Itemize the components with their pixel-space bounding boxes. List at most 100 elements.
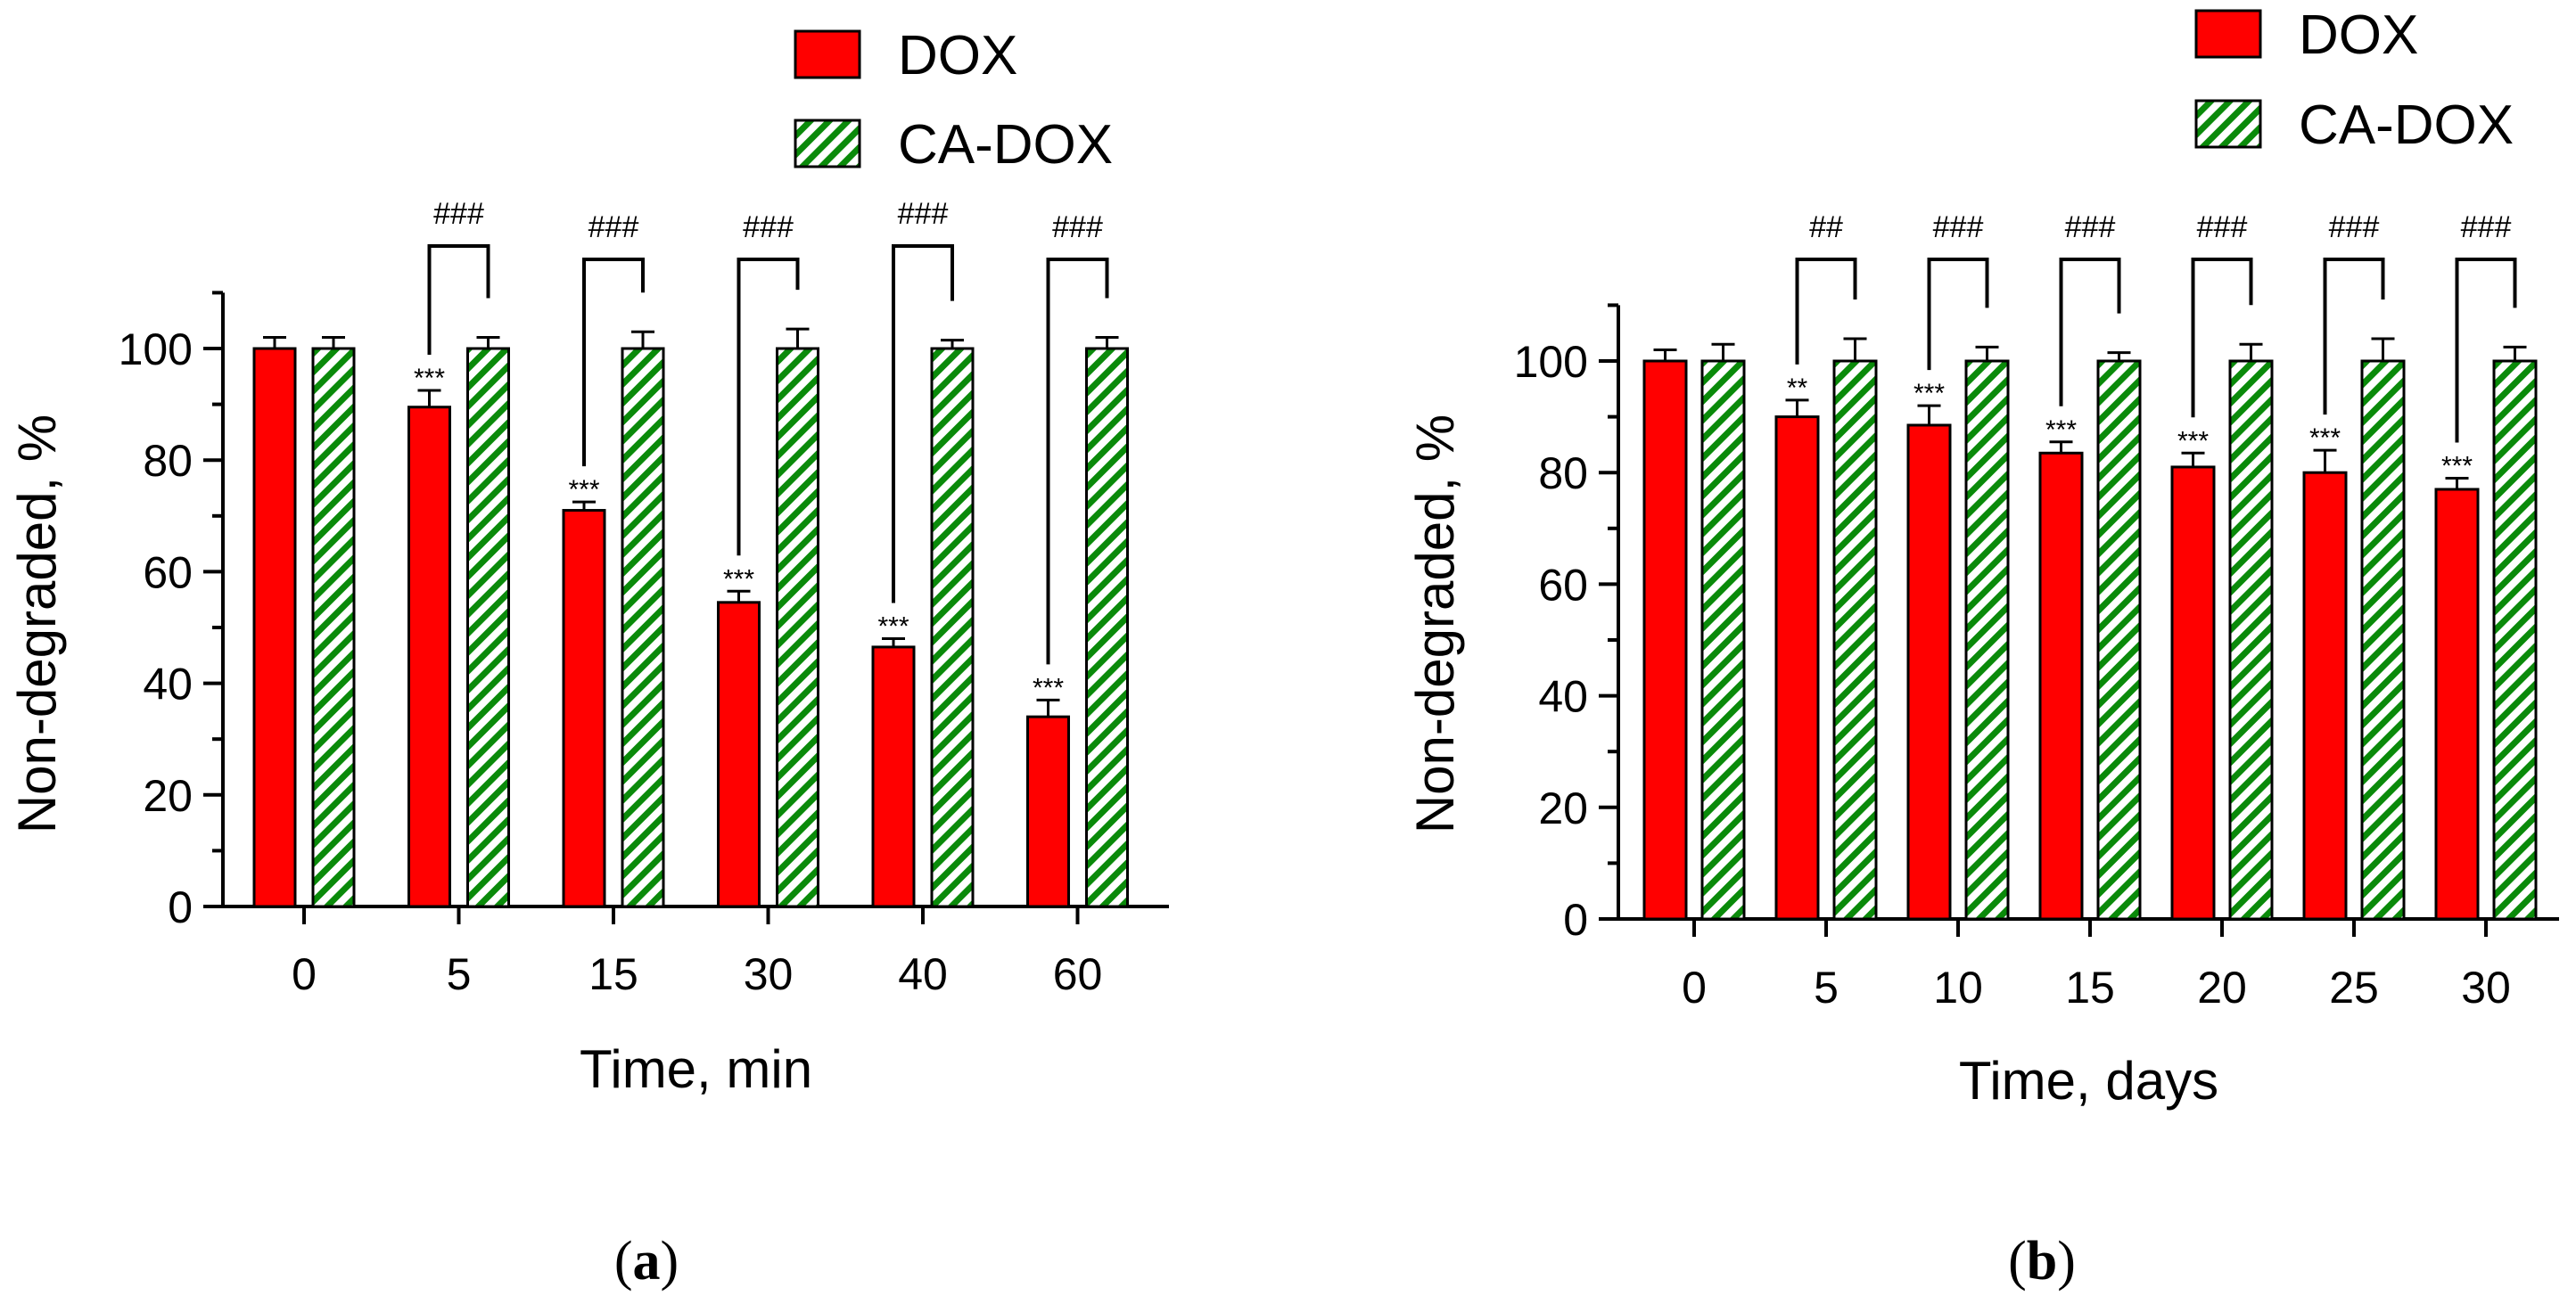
panel-b-bar-dox — [2302, 471, 2348, 921]
panel-b-bar-ca-dox — [1832, 359, 1878, 921]
panel-a-significance-stars: *** — [414, 364, 445, 393]
panel-b-x-tick-label: 30 — [2461, 963, 2511, 1013]
panel-a-x-axis-title: Time, min — [580, 1039, 812, 1099]
panel-b-y-tick-label: 100 — [1514, 337, 1588, 387]
panel-b-bar-dox — [2170, 465, 2216, 921]
panel-a-x-tick-label: 15 — [588, 949, 638, 999]
panel-b-x-tick-label: 0 — [1682, 963, 1707, 1013]
panel-a-legend-swatch-ca-dox — [794, 119, 861, 168]
panel-a-chart: 0 20 40 60 80 100 Non-degraded, % 0 5 *** ### 15 ***… — [7, 25, 1169, 1292]
panel-a-significance-hashes: ### — [588, 210, 639, 244]
panel-b-significance-hashes: ### — [2065, 210, 2116, 244]
panel-a-bar-ca-dox — [311, 347, 356, 908]
panel-a-y-tick-label: 0 — [168, 882, 193, 932]
panel-b-panel-label: (b) — [2008, 1231, 2076, 1292]
panel-b-significance-hashes: ### — [2197, 210, 2248, 244]
panel-a-significance-hashes: ### — [898, 197, 949, 231]
panel-b-significance-stars: ** — [1787, 373, 1808, 403]
panel-a-bar-ca-dox — [776, 347, 819, 908]
panel-b-x-axis-title: Time, days — [1959, 1051, 2218, 1111]
panel-b-significance-bracket — [2059, 258, 2121, 406]
panel-b-significance-stars: *** — [2441, 451, 2473, 480]
panel-b-bar-dox — [1774, 415, 1820, 921]
panel-a-significance-stars: *** — [723, 564, 754, 594]
panel-a-significance-hashes: ### — [1052, 210, 1103, 244]
panel-b-legend-swatch-dox — [2194, 9, 2262, 59]
panel-a-bar-ca-dox — [621, 347, 665, 908]
panel-b-y-tick-label: 20 — [1538, 783, 1588, 833]
panel-b-significance-bracket — [2455, 258, 2517, 443]
panel-a-bar-dox — [562, 509, 606, 908]
panel-a-legend-label-ca-dox: CA-DOX — [898, 114, 1113, 176]
panel-a-significance-stars: *** — [1033, 673, 1064, 702]
panel-b-bar-ca-dox — [2492, 359, 2538, 921]
panel-b-legend-label-dox: DOX — [2299, 4, 2418, 66]
panel-b-legend-swatch-ca-dox — [2194, 99, 2262, 149]
panel-b-bar-ca-dox — [2360, 359, 2406, 921]
panel-b-significance-hashes: ### — [2329, 210, 2380, 244]
panel-b-x-tick-label: 5 — [1814, 963, 1839, 1013]
panel-b-significance-stars: *** — [1913, 379, 1945, 408]
panel-b-bar-ca-dox — [1700, 359, 1746, 921]
panel-b-significance-stars: *** — [2177, 426, 2209, 455]
panel-b-significance-bracket — [1795, 258, 1857, 365]
panel-a-bar-ca-dox — [466, 347, 510, 908]
panel-a-significance-stars: *** — [568, 475, 599, 504]
panel-b-significance-hashes: ### — [2461, 210, 2512, 244]
panel-b-bar-dox — [1642, 359, 1688, 921]
panel-a-significance-bracket — [1046, 258, 1109, 665]
panel-a-bar-dox — [717, 601, 761, 908]
panel-a-significance-stars: *** — [877, 612, 909, 642]
panel-b-significance-hashes: ### — [1933, 210, 1984, 244]
panel-b-bar-ca-dox — [2096, 359, 2142, 921]
panel-b-significance-stars: *** — [2309, 423, 2341, 453]
panel-a-y-tick-label: 100 — [119, 324, 193, 374]
panel-a-legend-label-dox: DOX — [898, 25, 1017, 86]
panel-a-bar-dox — [1026, 715, 1070, 908]
panel-b-y-axis-title: Non-degraded, % — [1405, 414, 1465, 833]
panel-b-significance-bracket — [2191, 258, 2253, 418]
panel-b-bar-dox — [1906, 423, 1952, 921]
panel-a-bar-dox — [252, 347, 297, 908]
panel-a-bar-dox — [871, 645, 916, 908]
panel-b-bar-ca-dox — [1964, 359, 2010, 921]
panel-b-significance-bracket — [2323, 258, 2385, 415]
panel-a-bar-ca-dox — [1085, 347, 1129, 908]
panel-b-legend-label-ca-dox: CA-DOX — [2299, 94, 2514, 156]
panel-a-y-tick-label: 40 — [143, 660, 193, 710]
panel-a-x-tick-label: 40 — [898, 949, 948, 999]
panel-b-bar-dox — [2038, 451, 2084, 921]
panel-a-bar-dox — [407, 406, 451, 908]
panel-b-x-tick-label: 20 — [2197, 963, 2247, 1013]
panel-b-bar-ca-dox — [2228, 359, 2274, 921]
panel-b-x-tick-label: 10 — [1933, 963, 1983, 1013]
panel-b-significance-bracket — [1927, 258, 1989, 371]
panel-a-x-tick-label: 5 — [447, 949, 472, 999]
panel-a-significance-hashes: ### — [743, 210, 794, 244]
panel-a-panel-label: (a) — [614, 1231, 679, 1292]
panel-b-y-tick-label: 60 — [1538, 560, 1588, 610]
panel-a-significance-bracket — [737, 258, 800, 556]
panel-b-significance-hashes: ## — [1809, 210, 1843, 244]
panel-a-y-tick-label: 20 — [143, 771, 193, 821]
panel-b-significance-stars: *** — [2045, 415, 2077, 445]
panel-b-legend: DOX CA-DOX — [2194, 4, 2514, 156]
panel-a-legend: DOX CA-DOX — [794, 25, 1113, 176]
panel-a-bar-ca-dox — [930, 347, 975, 908]
panel-b-chart: 0 20 40 60 80 100 Non-degraded, % 0 5 ** ## 10 *** ##… — [1405, 4, 2559, 1292]
panel-b-y-tick-label: 40 — [1538, 672, 1588, 722]
panel-a-significance-bracket — [427, 244, 490, 355]
panel-a-x-tick-label: 30 — [744, 949, 794, 999]
panel-a-y-axis-title: Non-degraded, % — [7, 414, 67, 833]
panel-a-significance-hashes: ### — [433, 197, 484, 231]
panel-b-x-tick-label: 15 — [2065, 963, 2115, 1013]
panel-b-y-tick-label: 80 — [1538, 448, 1588, 498]
panel-a-legend-swatch-dox — [794, 29, 861, 79]
panel-b-y-tick-label: 0 — [1563, 895, 1588, 945]
panel-a-significance-bracket — [582, 258, 645, 467]
panel-a-y-tick-label: 60 — [143, 547, 193, 597]
panel-b-x-tick-label: 25 — [2329, 963, 2379, 1013]
panel-a-y-tick-label: 80 — [143, 436, 193, 486]
